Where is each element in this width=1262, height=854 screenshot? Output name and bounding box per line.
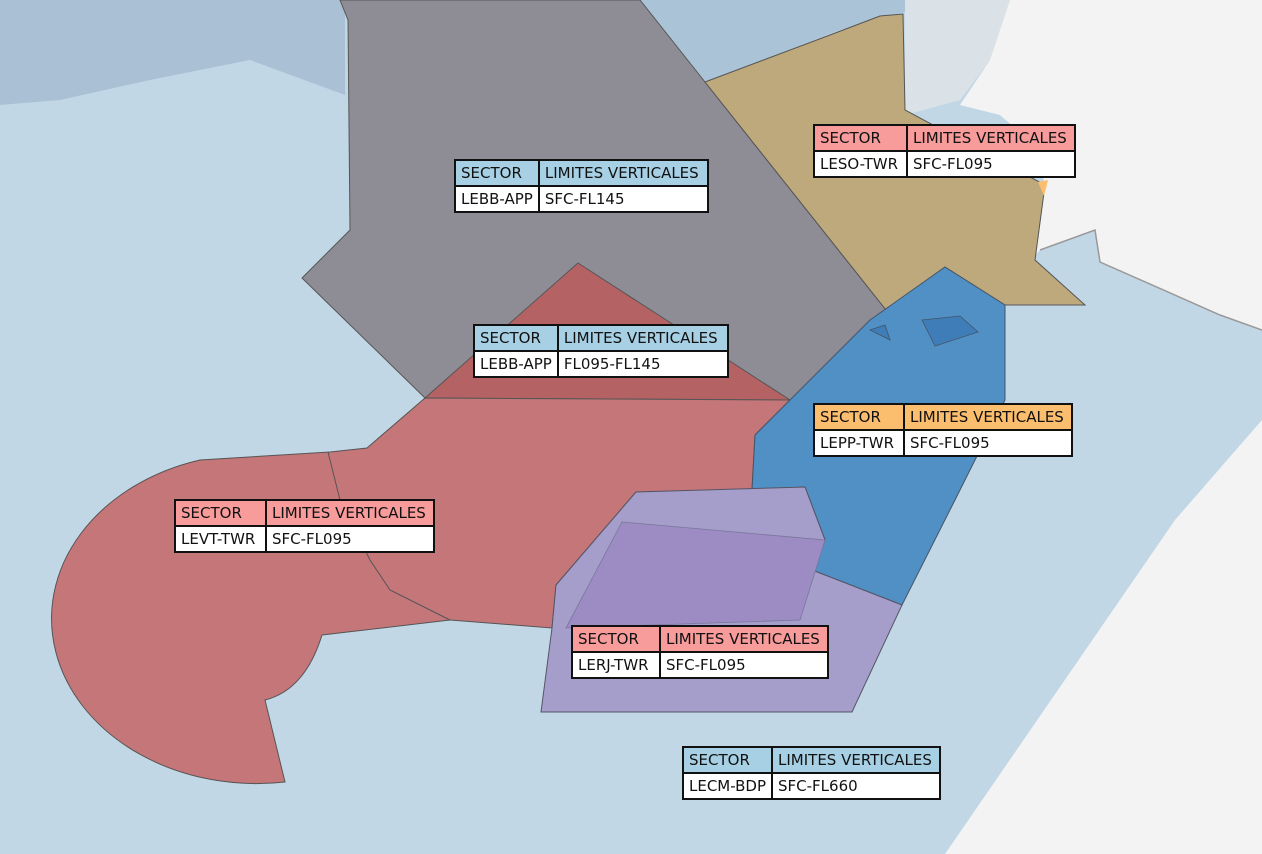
- header-limits: LIMITES VERTICALES: [903, 403, 1073, 431]
- header-limits: LIMITES VERTICALES: [537, 159, 709, 187]
- sector-label-leso-twr: SECTOR LIMITES VERTICALES LESO-TWR SFC-FL0…: [813, 124, 1076, 178]
- sea: [0, 0, 345, 105]
- header-sector: SECTOR: [813, 403, 905, 431]
- header-sector: SECTOR: [473, 324, 559, 352]
- sector-label-levt-twr: SECTOR LIMITES VERTICALES LEVT-TWR SFC-FL0…: [174, 499, 435, 553]
- sector-label-lebb-app-upper: SECTOR LIMITES VERTICALES LEBB-APP SFC-FL1…: [454, 159, 709, 213]
- sector-id: LEPP-TWR: [813, 429, 905, 457]
- header-limits: LIMITES VERTICALES: [265, 499, 435, 527]
- header-sector: SECTOR: [454, 159, 540, 187]
- sector-label-lebb-app-lower: SECTOR LIMITES VERTICALES LEBB-APP FL095-F…: [473, 324, 729, 378]
- sector-levt-twr[interactable]: [51, 397, 792, 785]
- sector-label-lecm-bdp: SECTOR LIMITES VERTICALES LECM-BDP SFC-FL6…: [681, 746, 942, 800]
- sector-id: LEBB-APP: [473, 350, 559, 378]
- sector-id: LERJ-TWR: [571, 651, 661, 679]
- sector-limits: SFC-FL095: [903, 429, 1073, 457]
- sector-id: LESO-TWR: [813, 150, 908, 178]
- sector-label-lepp-twr: SECTOR LIMITES VERTICALES LEPP-TWR SFC-FL0…: [813, 403, 1073, 457]
- sector-boundary: [327, 451, 451, 621]
- sector-id: LEBB-APP: [454, 185, 540, 213]
- sector-limits: SFC-FL660: [771, 772, 942, 800]
- restricted-area: [868, 324, 891, 341]
- sector-limits: SFC-FL095: [906, 150, 1076, 178]
- border-line: [1039, 228, 1262, 331]
- sector-lerj-inner: [565, 521, 826, 629]
- header-limits: LIMITES VERTICALES: [556, 324, 729, 352]
- header-limits: LIMITES VERTICALES: [771, 746, 942, 774]
- sector-limits: SFC-FL095: [659, 651, 829, 679]
- header-sector: SECTOR: [571, 625, 661, 653]
- sea: [640, 0, 905, 82]
- sector-id: LEVT-TWR: [174, 525, 267, 553]
- header-limits: LIMITES VERTICALES: [906, 124, 1076, 152]
- sector-limits: FL095-FL145: [556, 350, 729, 378]
- restricted-area: [921, 315, 979, 347]
- france-land: [945, 420, 1262, 854]
- sector-lepp-sliver: [1038, 180, 1048, 196]
- header-limits: LIMITES VERTICALES: [659, 625, 829, 653]
- header-sector: SECTOR: [681, 746, 774, 774]
- sector-id: LECM-BDP: [681, 772, 774, 800]
- sector-limits: SFC-FL095: [265, 525, 435, 553]
- header-sector: SECTOR: [813, 124, 908, 152]
- sea-france: [905, 0, 1010, 115]
- sector-label-lerj-twr: SECTOR LIMITES VERTICALES LERJ-TWR SFC-FL0…: [571, 625, 829, 679]
- header-sector: SECTOR: [174, 499, 267, 527]
- sector-limits: SFC-FL145: [537, 185, 709, 213]
